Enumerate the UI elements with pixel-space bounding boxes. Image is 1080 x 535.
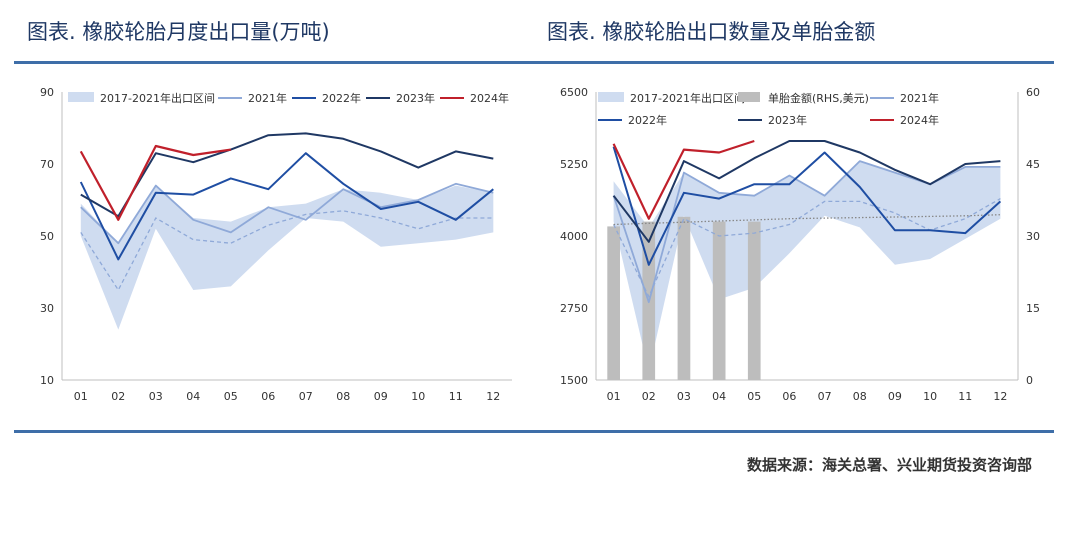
export-quantity-and-unit-value-chart: 1500 2750 4000 5250 6500 0 15 30 45 60 01 02 03 04 05 0… <box>560 86 1040 403</box>
x-tick-label: 05 <box>224 390 238 403</box>
y-tick-label: 6500 <box>560 86 588 99</box>
trend-line <box>613 214 1001 226</box>
y2-tick-label: 60 <box>1026 86 1040 99</box>
x-tick-label: 10 <box>411 390 425 403</box>
legend-swatch-bar <box>738 92 760 102</box>
legend-label: 2023年 <box>396 91 435 105</box>
x-tick-label: 07 <box>818 390 832 403</box>
x-tick-label: 12 <box>486 390 500 403</box>
x-tick-label: 04 <box>186 390 200 403</box>
legend-swatch-band <box>598 92 624 102</box>
x-tick-label: 05 <box>747 390 761 403</box>
x-tick-label: 10 <box>923 390 937 403</box>
x-tick-label: 11 <box>449 390 463 403</box>
x-tick-label: 02 <box>111 390 125 403</box>
x-tick-label: 08 <box>336 390 350 403</box>
legend-label: 2022年 <box>322 91 361 105</box>
legend-label: 2021年 <box>900 91 939 105</box>
legend-label: 2021年 <box>248 91 287 105</box>
y-tick-label: 90 <box>40 86 54 99</box>
legend-label: 2023年 <box>768 113 807 127</box>
x-tick-label: 06 <box>261 390 275 403</box>
range-band-area <box>613 161 1001 372</box>
series-line-2023年 <box>612 140 1001 243</box>
monthly-export-volume-chart: 10 30 50 70 90 01 02 03 04 05 06 07 08 09 10 11 12 2017-2… <box>40 86 512 403</box>
x-tick-label: 08 <box>853 390 867 403</box>
y-tick-label: 70 <box>40 158 54 171</box>
right-chart-title: 图表. 橡胶轮胎出口数量及单胎金额 <box>547 20 876 44</box>
x-tick-label: 09 <box>888 390 902 403</box>
y2-tick-label: 0 <box>1026 374 1033 387</box>
legend-label: 2017-2021年出口区间 <box>630 91 745 105</box>
y-tick-label: 2750 <box>560 302 588 315</box>
data-source-note: 数据来源：海关总署、兴业期货投资咨询部 <box>746 456 1032 474</box>
legend-label: 单胎金额(RHS,美元) <box>768 91 869 105</box>
series-line-2024年 <box>79 144 231 221</box>
y2-tick-label: 45 <box>1026 158 1040 171</box>
x-tick-label: 03 <box>149 390 163 403</box>
x-tick-label: 12 <box>993 390 1007 403</box>
legend-label: 2024年 <box>470 91 509 105</box>
x-tick-label: 04 <box>712 390 726 403</box>
unit-value-bar <box>607 226 620 380</box>
series-line-2023年 <box>80 132 494 218</box>
unit-value-bar <box>747 221 761 380</box>
legend-label: 2017-2021年出口区间 <box>100 91 215 105</box>
y-tick-label: 10 <box>40 374 54 387</box>
x-tick-label: 09 <box>374 390 388 403</box>
unit-value-bar <box>677 216 691 380</box>
five-year-average-line <box>80 210 494 292</box>
x-tick-label: 06 <box>782 390 796 403</box>
left-chart-title: 图表. 橡胶轮胎月度出口量(万吨) <box>27 20 330 44</box>
legend-label: 2024年 <box>900 113 939 127</box>
series-line-2022年 <box>79 152 494 261</box>
x-tick-label: 07 <box>299 390 313 403</box>
legend-label: 2022年 <box>628 113 667 127</box>
top-divider <box>14 61 1054 64</box>
x-tick-label: 03 <box>677 390 691 403</box>
y-tick-label: 50 <box>40 230 54 243</box>
y2-tick-label: 15 <box>1026 302 1040 315</box>
y-tick-label: 30 <box>40 302 54 315</box>
y-tick-label: 4000 <box>560 230 588 243</box>
range-band-area <box>80 185 494 330</box>
unit-value-bar <box>712 221 726 380</box>
five-year-average-line <box>613 198 1001 299</box>
bottom-divider <box>14 430 1054 433</box>
x-tick-label: 11 <box>958 390 972 403</box>
x-tick-label: 02 <box>642 390 656 403</box>
legend-swatch-band <box>68 92 94 102</box>
y-tick-label: 1500 <box>560 374 588 387</box>
series-line-2022年 <box>612 146 1002 266</box>
x-tick-label: 01 <box>74 390 88 403</box>
y-tick-label: 5250 <box>560 158 588 171</box>
x-tick-label: 01 <box>607 390 621 403</box>
y2-tick-label: 30 <box>1026 230 1040 243</box>
series-line-2024年 <box>612 139 755 220</box>
series-line-2021年 <box>80 182 494 245</box>
